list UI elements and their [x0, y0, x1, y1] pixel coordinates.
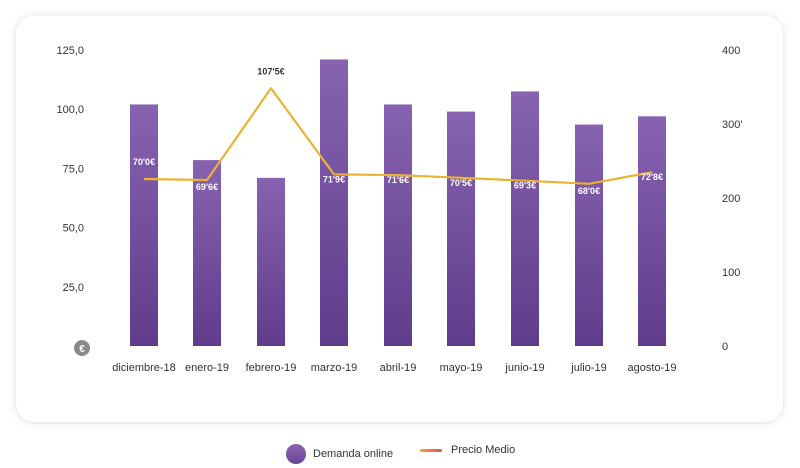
right-tick-label: 300': [722, 119, 742, 131]
currency-badge: €: [74, 340, 90, 356]
x-tick-label: mayo-19: [440, 362, 483, 374]
bar-series: [130, 59, 666, 347]
left-tick-label: 50,0: [63, 223, 84, 235]
x-tick-label: junio-19: [504, 362, 544, 374]
bar: [638, 116, 666, 346]
x-tick-label: julio-19: [570, 362, 606, 374]
line-swatch-icon: [420, 448, 442, 452]
right-tick-label: 200: [722, 193, 740, 205]
price-label: 69'6€: [196, 182, 218, 192]
right-axis: 400 300' 200 100 0: [722, 45, 742, 353]
bar: [130, 104, 158, 347]
right-tick-label: 400: [722, 45, 740, 57]
legend-label-precio: Precio Medio: [451, 444, 516, 456]
x-axis: diciembre-18 enero-19 febrero-19 marzo-19 ab…: [112, 362, 676, 374]
right-tick-label: 100: [722, 267, 740, 279]
bar-swatch-icon: [286, 444, 306, 464]
price-label: 69'3€: [514, 181, 536, 191]
price-label: 70'5€: [450, 178, 472, 188]
left-axis: 125,0 100,0 75,0 50,0 25,0: [56, 45, 84, 294]
legend-label-demanda: Demanda online: [313, 448, 394, 460]
x-tick-label: febrero-19: [246, 362, 297, 374]
x-tick-label: marzo-19: [311, 362, 357, 374]
line-data-labels: 70'0€ 69'6€ 107'5€ 71'9€ 71'6€ 70'5€ 69'3€ 68'0…: [133, 66, 663, 196]
legend-item-precio: Precio Medio: [420, 444, 515, 456]
legend: Demanda online Precio Medio: [0, 444, 800, 468]
currency-badge-label: €: [79, 344, 85, 355]
bar: [447, 111, 475, 347]
bar: [575, 124, 603, 346]
left-tick-label: 25,0: [63, 282, 84, 294]
x-tick-label: abril-19: [380, 362, 417, 374]
bar: [257, 177, 285, 346]
left-tick-label: 75,0: [63, 163, 84, 175]
price-line: [143, 87, 653, 185]
bar: [384, 104, 412, 347]
bar: [193, 160, 221, 346]
line-series: [143, 87, 653, 185]
x-tick-label: agosto-19: [628, 362, 677, 374]
price-label: 72'8€: [641, 172, 663, 182]
x-tick-label: enero-19: [185, 362, 229, 374]
legend-item-demanda: Demanda online: [286, 444, 393, 464]
right-tick-label: 0: [722, 341, 728, 353]
x-tick-label: diciembre-18: [112, 362, 176, 374]
left-tick-label: 125,0: [56, 45, 84, 57]
price-label: 71'9€: [323, 174, 345, 184]
left-tick-label: 100,0: [56, 104, 84, 116]
bar: [511, 91, 539, 346]
price-label: 70'0€: [133, 157, 155, 167]
price-label: 71'6€: [387, 175, 409, 185]
price-label: 68'0€: [578, 186, 600, 196]
price-label: 107'5€: [257, 66, 284, 76]
bar: [320, 59, 348, 347]
